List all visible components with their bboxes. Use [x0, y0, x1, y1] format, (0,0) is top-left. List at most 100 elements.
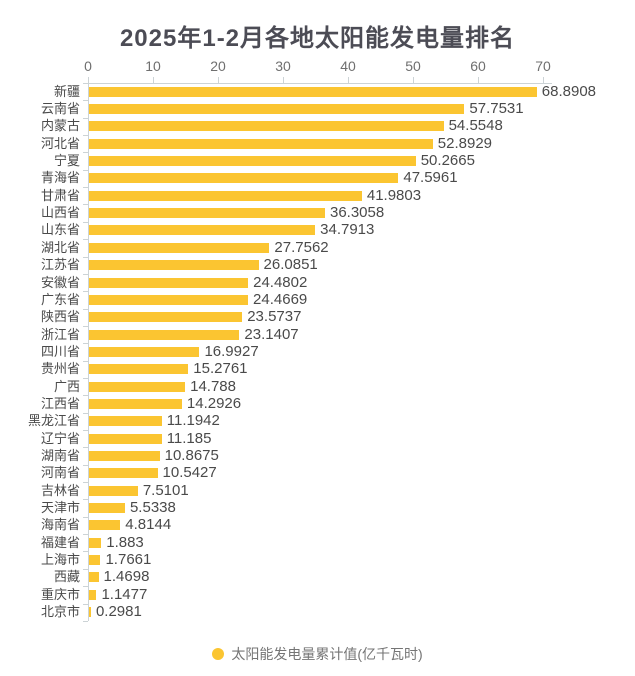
y-axis-tick: [83, 221, 88, 223]
chart-title: 2025年1-2月各地太阳能发电量排名: [119, 25, 516, 52]
bar[interactable]: [89, 346, 200, 357]
bar[interactable]: [89, 294, 249, 305]
x-axis-tick: [348, 77, 349, 83]
x-axis-tick: [153, 77, 154, 83]
bar-value-label: 23.5737: [247, 308, 302, 326]
bar-value-label: 14.2926: [186, 394, 242, 412]
y-axis-tick: [83, 377, 88, 379]
bar-value-label: 36.3058: [329, 204, 385, 222]
bar[interactable]: [89, 381, 186, 392]
bar-value-label: 50.2665: [420, 152, 475, 170]
bar[interactable]: [89, 329, 240, 340]
y-axis-tick: [83, 603, 88, 605]
bar-value-label: 10.8675: [164, 447, 219, 465]
bar[interactable]: [89, 537, 102, 548]
y-axis-tick: [83, 239, 88, 241]
bar[interactable]: [89, 520, 121, 531]
x-axis-tick: [218, 77, 219, 83]
bar-value-label: 47.5961: [403, 169, 458, 187]
y-axis-tick: [83, 169, 88, 171]
x-axis-tick-label: 10: [145, 58, 161, 74]
bar[interactable]: [89, 398, 182, 409]
bar-value-label: 1.883: [106, 533, 144, 551]
y-axis-category-label: 内蒙古: [40, 118, 80, 134]
bar[interactable]: [89, 242, 270, 253]
bar[interactable]: [89, 572, 99, 583]
y-axis-tick: [83, 308, 88, 310]
bar-value-label: 14.788: [190, 377, 236, 395]
bar[interactable]: [89, 260, 259, 271]
x-axis-tick-label: 50: [405, 58, 421, 74]
y-axis-tick: [83, 534, 88, 536]
y-axis-category-label: 青海省: [40, 170, 80, 186]
bar-value-label: 11.1942: [166, 412, 220, 430]
bar[interactable]: [89, 121, 444, 132]
y-axis-category-label: 福建省: [40, 534, 80, 550]
y-axis-category-label: 黑龙江省: [27, 413, 80, 429]
bar[interactable]: [89, 277, 249, 288]
bar[interactable]: [89, 104, 465, 115]
y-axis-category-label: 江西省: [40, 395, 80, 411]
bar-value-label: 41.9803: [366, 186, 422, 204]
bar-value-label: 10.5427: [162, 464, 217, 482]
bar-value-label: 26.0851: [263, 256, 318, 274]
y-axis-category-label: 辽宁省: [40, 430, 80, 446]
y-axis-category-label: 湖南省: [40, 448, 80, 464]
bar[interactable]: [89, 208, 325, 219]
bar[interactable]: [89, 503, 125, 514]
y-axis-tick: [83, 482, 88, 484]
y-axis-tick: [83, 152, 88, 154]
y-axis-category-label: 上海市: [40, 552, 80, 568]
bar-value-label: 27.7562: [274, 238, 329, 256]
y-axis-category-label: 重庆市: [40, 586, 80, 602]
bar[interactable]: [89, 138, 433, 149]
x-axis-tick-label: 20: [210, 58, 226, 74]
bar[interactable]: [89, 86, 537, 97]
y-axis-category-label: 河北省: [40, 135, 80, 151]
y-axis-tick: [83, 395, 88, 397]
bar-value-label: 0.2981: [95, 603, 142, 621]
bar-value-label: 16.9927: [204, 342, 259, 360]
y-axis-tick: [83, 117, 88, 119]
bar[interactable]: [89, 156, 416, 167]
bar[interactable]: [89, 364, 189, 375]
y-axis-tick: [83, 568, 88, 570]
y-axis-tick: [83, 430, 88, 431]
bar[interactable]: [89, 312, 243, 323]
bar-value-label: 5.5338: [129, 499, 176, 517]
bar[interactable]: [89, 416, 162, 427]
y-axis-category-label: 甘肃省: [40, 187, 80, 203]
y-axis-tick: [83, 291, 88, 293]
y-axis-category-label: 贵州省: [40, 361, 80, 377]
bar[interactable]: [89, 485, 138, 496]
y-axis-tick: [83, 620, 88, 622]
bar[interactable]: [89, 433, 162, 444]
bar[interactable]: [89, 468, 158, 479]
bar-value-label: 52.8929: [437, 134, 493, 152]
bar[interactable]: [89, 173, 399, 184]
y-axis-category-label: 安徽省: [40, 274, 80, 290]
bar[interactable]: [89, 607, 91, 618]
y-axis-category-label: 四川省: [40, 343, 80, 359]
x-axis-tick-label: 30: [275, 58, 291, 74]
legend-item[interactable]: 太阳能发电量累计值(亿千瓦时): [0, 646, 635, 662]
bar[interactable]: [89, 451, 160, 462]
bar[interactable]: [89, 225, 316, 236]
bar-value-label: 68.8908: [541, 82, 597, 100]
bar[interactable]: [89, 589, 97, 600]
bar[interactable]: [89, 190, 362, 201]
y-axis-tick: [83, 100, 88, 102]
x-axis-tick: [413, 77, 414, 83]
x-axis-tick: [88, 77, 89, 83]
y-axis-category-label: 广东省: [40, 291, 80, 307]
y-axis-category-label: 新疆: [53, 83, 80, 99]
y-axis-tick: [83, 256, 88, 258]
y-axis-tick: [83, 273, 88, 275]
x-axis-tick-label: 60: [470, 58, 486, 74]
bar[interactable]: [89, 555, 101, 566]
y-axis-category-label: 山西省: [40, 205, 80, 221]
y-axis-category-label: 吉林省: [40, 482, 80, 498]
y-axis-category-label: 浙江省: [40, 326, 80, 342]
y-axis-tick: [83, 499, 88, 501]
